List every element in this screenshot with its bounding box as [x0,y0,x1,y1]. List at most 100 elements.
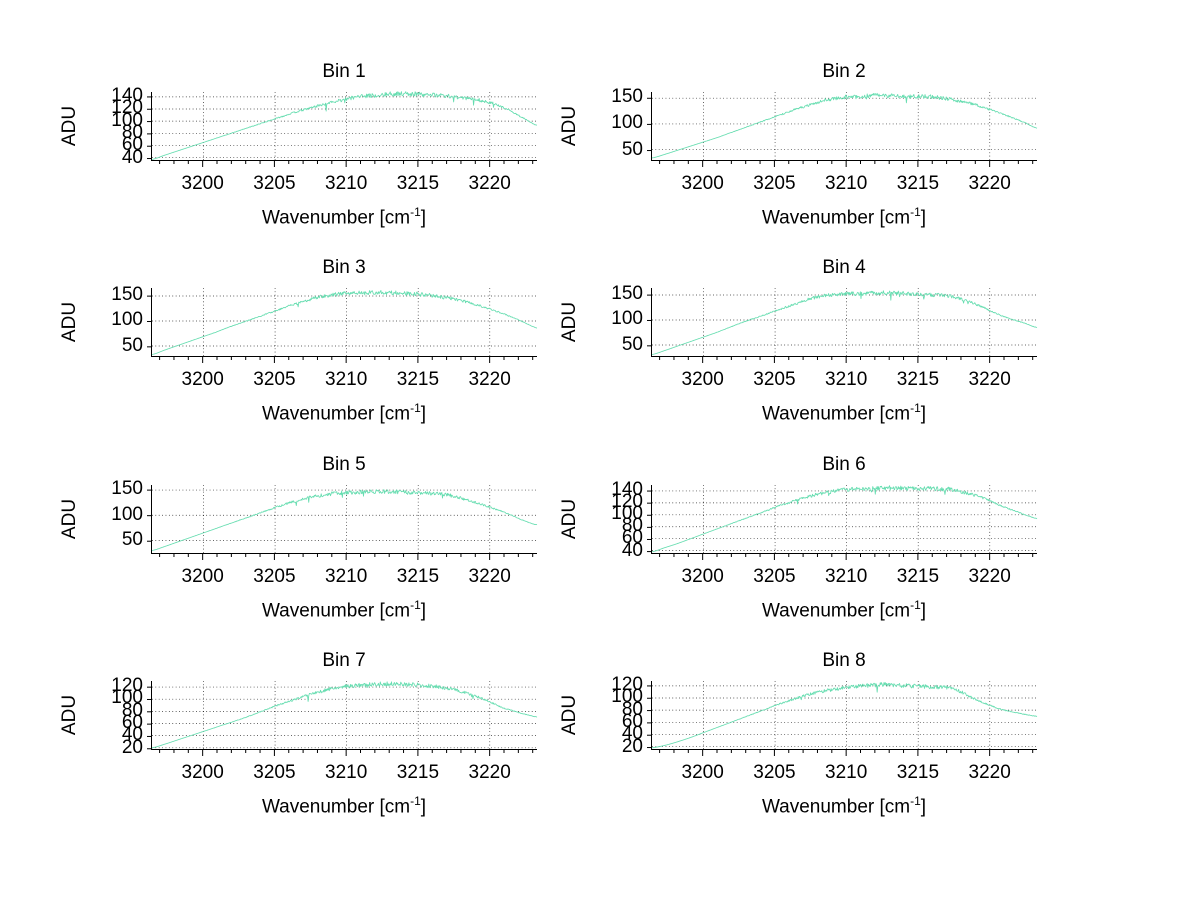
y-tick-label: 40 [121,146,143,168]
x-tick-label: 3215 [396,369,440,390]
y-tick-label: 40 [621,723,643,745]
grid-and-trace [152,681,537,749]
x-tick-label: 3210 [825,369,868,390]
x-tick-label: 3205 [253,566,296,587]
x-axis-title-text: Wavenumber [cm [261,207,411,229]
y-tick-label: 120 [611,491,643,513]
y-tick-label: 100 [611,686,643,708]
x-tick-label: 3200 [181,762,224,783]
x-axis-title-bracket: ] [420,207,427,229]
x-tick-label: 3200 [681,369,724,390]
grid-and-trace [152,485,537,553]
y-tick-label: 150 [111,284,143,306]
x-tick-label: 3200 [681,566,724,587]
x-tick-label: 3215 [896,173,940,194]
y-tick-label: 20 [621,735,643,757]
y-tick-label: 120 [111,675,143,697]
y-tick-label: 120 [111,97,143,119]
grid-and-trace [152,92,537,160]
x-tick-label: 3205 [753,173,796,194]
x-tick-label: 3220 [468,566,511,587]
y-tick-label: 50 [121,529,143,551]
x-axis-title: Wavenumber [cm-1] [111,401,577,425]
x-tick-label: 3205 [753,762,796,783]
subplot-title: Bin 4 [822,257,866,278]
x-tick-label: 3220 [468,369,511,390]
x-axis-title-bracket: ] [920,403,927,425]
y-tick-label: 150 [611,283,643,305]
x-tick-label: 3200 [181,369,224,390]
grid-and-trace [652,485,1037,553]
x-tick-label: 3215 [396,173,440,194]
spectrum-trace [152,290,537,354]
y-tickmarks [147,295,152,348]
x-axis-title-text: Wavenumber [cm [761,207,911,229]
x-tick-label: 3215 [396,762,440,783]
x-tick-label: 3200 [181,566,224,587]
x-tick-label: 3200 [681,173,724,194]
y-tickmarks [147,686,152,750]
plot-area [151,485,537,554]
y-tick-label: 50 [621,333,643,355]
plot-area [651,485,1037,554]
y-tick-label: 140 [611,479,643,501]
y-tickmarks [647,490,652,553]
y-tick-label: 80 [621,698,643,720]
x-tick-label: 3215 [896,369,940,390]
grid-and-trace [152,288,537,356]
y-tick-label: 150 [611,86,643,108]
spectrum-trace [152,92,537,160]
x-tick-label: 3205 [753,369,796,390]
grid-and-trace [652,681,1037,749]
x-axis-title-text: Wavenumber [cm [761,403,911,425]
y-tickmarks [647,97,652,152]
x-tick-label: 3220 [968,369,1011,390]
x-axis-title-text: Wavenumber [cm [261,796,411,818]
x-axis-title-text: Wavenumber [cm [261,403,411,425]
x-tickmarks [159,357,534,363]
x-axis-title-bracket: ] [920,796,927,818]
subplot-title: Bin 5 [322,454,366,475]
x-tickmarks [159,750,534,756]
y-tickmarks [647,685,652,749]
y-tick-label: 120 [611,673,643,695]
x-tick-label: 3220 [968,173,1011,194]
spectrum-trace [152,682,537,748]
x-axis-title: Wavenumber [cm-1] [111,205,577,229]
y-tickmarks [147,96,152,160]
y-tick-label: 140 [111,84,143,106]
y-tick-label: 100 [111,687,143,709]
x-tick-label: 3210 [325,762,368,783]
y-tick-label: 60 [621,710,643,732]
subplot-title: Bin 7 [322,650,366,671]
x-tick-label: 3210 [825,566,868,587]
x-tick-label: 3210 [325,369,368,390]
x-tick-label: 3215 [896,566,940,587]
plot-area [651,681,1037,750]
x-axis-title-text: Wavenumber [cm [261,600,411,622]
x-axis-title-bracket: ] [420,600,427,622]
x-axis-title-bracket: ] [420,403,427,425]
x-tick-label: 3210 [325,566,368,587]
x-axis-title-exponent: -1 [910,598,921,612]
x-tick-label: 3200 [681,762,724,783]
subplot-title: Bin 2 [822,61,866,82]
y-tick-label: 60 [121,134,143,156]
x-tickmarks [159,554,534,560]
x-axis-title: Wavenumber [cm-1] [111,794,577,818]
y-tick-label: 100 [611,503,643,525]
plot-area [651,92,1037,161]
plot-area [151,288,537,357]
subplot-title: Bin 8 [822,650,866,671]
x-axis-title-bracket: ] [920,207,927,229]
x-tick-label: 3220 [968,762,1011,783]
x-tick-label: 3220 [968,566,1011,587]
x-tick-label: 3205 [253,762,296,783]
x-tickmarks [659,357,1034,363]
y-tick-label: 100 [611,308,643,330]
